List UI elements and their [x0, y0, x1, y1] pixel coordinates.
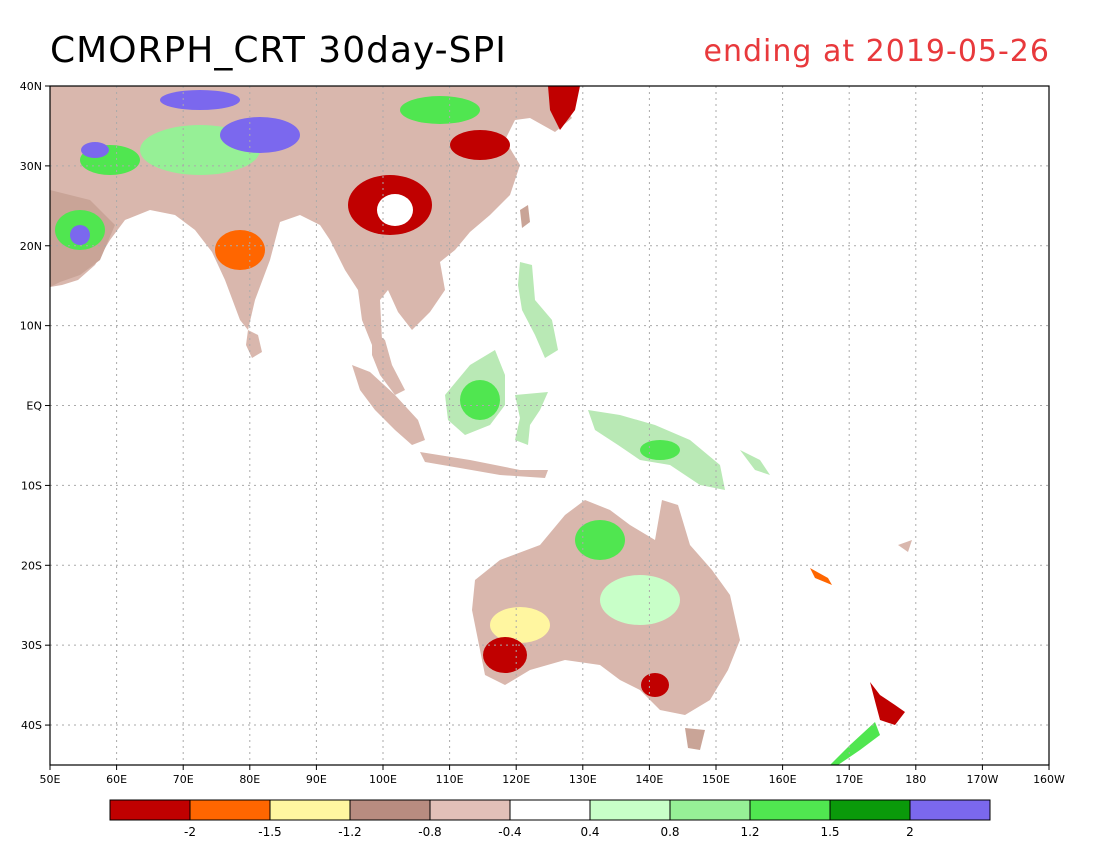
- sulawesi: [515, 392, 548, 445]
- fiji: [898, 540, 912, 552]
- legend-label: 1.2: [740, 825, 759, 839]
- longitude-axis: 50E 60E 70E 80E 90E 100E 110E 120E 130E 140E 150E 1…: [40, 765, 1065, 786]
- new-zealand-south: [830, 722, 880, 765]
- patch-wet-borneo: [460, 380, 500, 420]
- gridlines: [50, 86, 1049, 765]
- lat-tick-label: 10S: [21, 479, 42, 492]
- patch-wet-north-china: [400, 96, 480, 124]
- lon-tick-label: 90E: [306, 773, 327, 786]
- lat-tick-label: 30N: [20, 160, 42, 173]
- lat-tick-label: 10N: [20, 320, 42, 333]
- legend-swatch: [189, 799, 271, 821]
- sumatra: [352, 365, 425, 445]
- legend-label: -0.4: [498, 825, 521, 839]
- tasmania: [685, 728, 705, 750]
- patch-very-wet-west: [81, 142, 109, 158]
- lon-tick-label: 80E: [239, 773, 260, 786]
- legend-swatch: [509, 799, 591, 821]
- new-zealand-north: [870, 682, 905, 725]
- legend-swatch: [589, 799, 671, 821]
- java: [420, 452, 548, 478]
- legend-swatch: [109, 799, 191, 821]
- lon-tick-label: 160E: [769, 773, 797, 786]
- lon-tick-label: 150E: [702, 773, 730, 786]
- lon-tick-label: 70E: [173, 773, 194, 786]
- date-label: ending at 2019-05-26: [703, 34, 1050, 69]
- color-legend: -2 -1.5 -1.2 -0.8 -0.4 0.4 0.8 1.2 1.5 2: [109, 799, 991, 839]
- lon-tick-label: 50E: [40, 773, 61, 786]
- spi-patches: [55, 90, 680, 697]
- patch-wet-new-guinea: [640, 440, 680, 460]
- legend-label: -0.8: [418, 825, 441, 839]
- lon-tick-label: 100E: [369, 773, 397, 786]
- legend-swatch: [349, 799, 431, 821]
- lat-tick-label: 20S: [21, 559, 42, 572]
- map-title: CMORPH_CRT 30day-SPI: [50, 30, 507, 71]
- lat-tick-label: EQ: [26, 400, 42, 413]
- lat-tick-label: 40S: [21, 719, 42, 732]
- korea-japan: [548, 86, 580, 130]
- legend-swatch: [669, 799, 751, 821]
- patch-wet-n-australia: [575, 520, 625, 560]
- patch-very-dry-sw-australia: [483, 637, 527, 673]
- asia-landmass: [50, 86, 572, 345]
- legend-swatch: [909, 799, 991, 821]
- legend-label: 0.8: [660, 825, 679, 839]
- malay-peninsula: [372, 330, 405, 395]
- lon-tick-label: 170W: [966, 773, 998, 786]
- lat-tick-label: 40N: [20, 80, 42, 93]
- patch-wet-c-australia: [600, 575, 680, 625]
- lon-tick-label: 180: [905, 773, 926, 786]
- japan: [585, 86, 660, 152]
- legend-swatch: [749, 799, 831, 821]
- patch-dry-india: [215, 230, 265, 270]
- sri-lanka: [246, 330, 262, 358]
- legend-label: -1.5: [258, 825, 281, 839]
- lon-tick-label: 130E: [569, 773, 597, 786]
- latitude-axis: 40N 30N 20N 10N EQ 10S 20S 30S 40S: [20, 80, 50, 732]
- legend-label: 1.5: [820, 825, 839, 839]
- legend-swatch: [429, 799, 511, 821]
- lon-tick-label: 170E: [835, 773, 863, 786]
- patch-dry-w-australia: [490, 607, 550, 643]
- legend-label: -1.2: [338, 825, 361, 839]
- legend-label: -2: [184, 825, 196, 839]
- philippines: [518, 262, 558, 358]
- lon-tick-label: 120E: [502, 773, 530, 786]
- taiwan: [520, 205, 530, 228]
- lon-tick-label: 110E: [436, 773, 464, 786]
- lon-tick-label: 60E: [106, 773, 127, 786]
- map-frame: [49, 85, 1050, 766]
- lon-tick-label: 160W: [1033, 773, 1065, 786]
- patch-very-wet-north: [160, 90, 240, 110]
- lat-tick-label: 20N: [20, 240, 42, 253]
- legend-swatch: [829, 799, 911, 821]
- patch-very-wet-arabia: [70, 225, 90, 245]
- legend-label: 0.4: [580, 825, 599, 839]
- new-caledonia: [810, 568, 832, 585]
- legend-label: 2: [906, 825, 914, 839]
- lon-tick-label: 140E: [635, 773, 663, 786]
- patch-very-dry-s-australia: [641, 673, 669, 697]
- patch-very-wet-tibet: [220, 117, 300, 153]
- lat-tick-label: 30S: [21, 639, 42, 652]
- patch-dry-china: [450, 130, 510, 160]
- legend-swatch: [269, 799, 351, 821]
- patch-white: [377, 194, 413, 226]
- solomon-islands: [740, 450, 770, 475]
